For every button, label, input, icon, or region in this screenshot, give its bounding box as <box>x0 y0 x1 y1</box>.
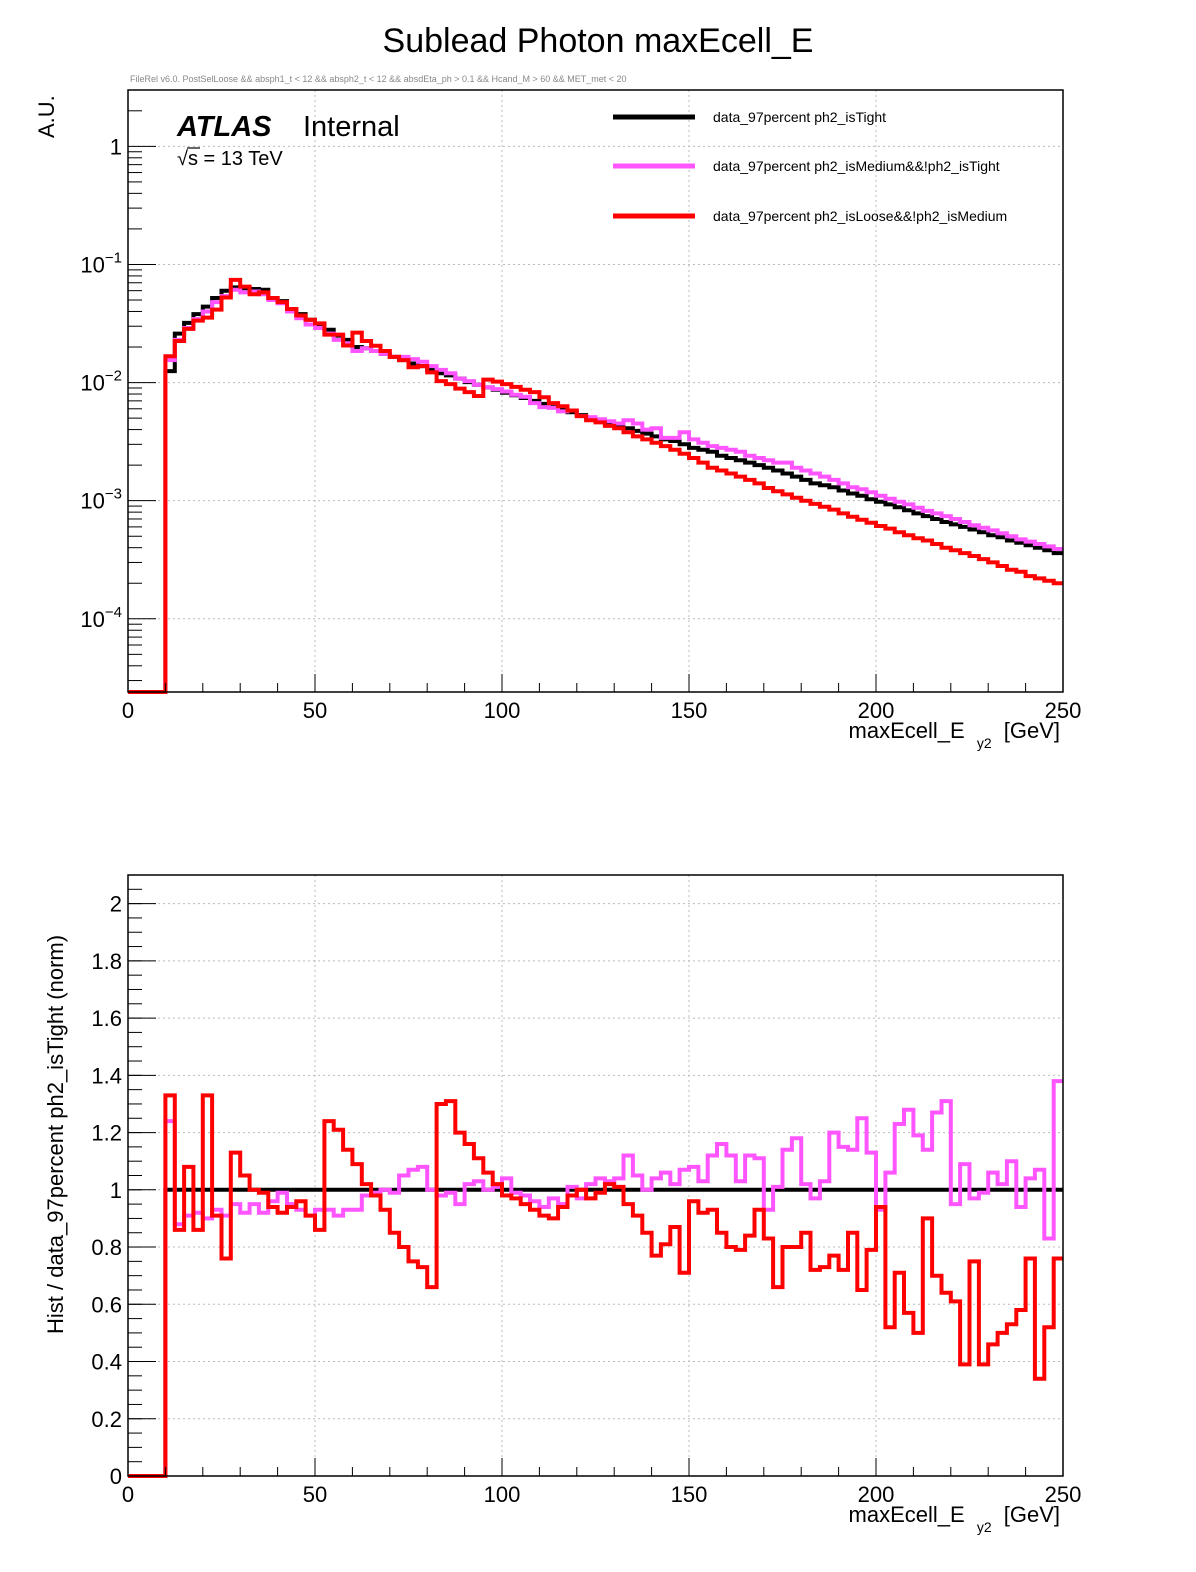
x-tick-label: 0 <box>122 698 134 723</box>
bottom-y-axis-label: Hist / data_97percent ph2_isTight (norm) <box>43 935 68 1334</box>
top-x-axis: 0 50 100 150 200 250 <box>122 674 1081 723</box>
energy-label: √s = 13 TeV <box>177 148 283 170</box>
top-y-axis: 1 10−1 10−2 10−3 10−4 <box>80 89 156 682</box>
x-tick-label: 0 <box>122 1482 134 1507</box>
x-tick-label: 100 <box>484 698 521 723</box>
top-y-axis-label: A.U. <box>34 95 59 138</box>
x-tick-label: 250 <box>1045 1482 1082 1507</box>
bottom-y-axis: 0 0.2 0.4 0.6 0.8 1 1.2 1.4 1.6 1.8 2 <box>91 888 156 1489</box>
y-tick-label: 0.2 <box>91 1407 122 1432</box>
x-tick-label: 200 <box>858 1482 895 1507</box>
top-x-axis-label: maxEcell_E y2 [GeV] <box>849 718 1060 753</box>
y-tick-label: 1 <box>110 1178 122 1203</box>
y-tick-label: 1.4 <box>91 1063 122 1088</box>
top-panel-plot: 0 50 100 150 200 250 1 10−1 10−2 10−3 10−4 A.U. m… <box>34 89 1081 753</box>
page-title: Sublead Photon maxEcell_E <box>383 22 814 60</box>
cut-string: FileRel v6.0. PostSelLoose && absph1_t <… <box>130 74 627 84</box>
y-tick-label: 1 <box>110 134 122 159</box>
top-x-axis-label-main: maxEcell_E <box>849 718 965 743</box>
top-x-axis-label-sub: y2 <box>977 735 992 751</box>
energy-text: s = 13 TeV <box>188 148 283 170</box>
top-series-line-1 <box>128 287 1063 694</box>
top-series-line-2 <box>128 277 1063 694</box>
legend: data_97percent ph2_isTight data_97percent… <box>613 109 1007 224</box>
x-tick-label: 50 <box>303 698 327 723</box>
atlas-label: ATLAS <box>176 111 272 143</box>
top-plot-frame <box>127 89 1064 693</box>
y-tick-label: 10−1 <box>80 249 122 277</box>
y-tick-label: 10−2 <box>80 368 122 396</box>
y-tick-label: 1.6 <box>91 1006 122 1031</box>
y-tick-label: 0 <box>110 1464 122 1489</box>
x-tick-label: 200 <box>858 698 895 723</box>
bot-series-line-2 <box>128 1093 1063 1478</box>
bottom-x-axis-label-sub: y2 <box>977 1519 992 1535</box>
sqrt-symbol: √ <box>177 148 188 170</box>
x-tick-label: 150 <box>671 698 708 723</box>
legend-label-0: data_97percent ph2_isTight <box>713 109 886 125</box>
bottom-x-axis-label: maxEcell_E y2 [GeV] <box>849 1502 1060 1537</box>
bottom-x-axis-label-main: maxEcell_E <box>849 1502 965 1527</box>
x-tick-label: 100 <box>484 1482 521 1507</box>
y-tick-label: 10−4 <box>80 604 122 632</box>
bottom-panel-plot: 0 50 100 150 200 250 0 0.2 0.4 0.6 0.8 1 1.2 1.4 1.6 1… <box>43 874 1081 1537</box>
bottom-x-axis-label-unit: [GeV] <box>1004 1502 1060 1527</box>
y-tick-label: 2 <box>110 892 122 917</box>
top-series-line-0 <box>128 285 1063 694</box>
x-tick-label: 250 <box>1045 698 1082 723</box>
bottom-series-group <box>128 1079 1063 1478</box>
x-tick-label: 150 <box>671 1482 708 1507</box>
bottom-x-axis: 0 50 100 150 200 250 <box>122 1458 1081 1507</box>
bot-series-line-0 <box>128 1187 1063 1478</box>
top-x-axis-label-unit: [GeV] <box>1004 718 1060 743</box>
legend-label-2: data_97percent ph2_isLoose&&!ph2_isMediu… <box>713 208 1007 224</box>
y-tick-label: 1.2 <box>91 1121 122 1146</box>
y-tick-label: 0.4 <box>91 1350 122 1375</box>
y-tick-label: 0.6 <box>91 1292 122 1317</box>
y-tick-label: 1.8 <box>91 949 122 974</box>
bottom-plot-frame <box>127 874 1064 1477</box>
bottom-gridlines <box>128 875 1063 1476</box>
atlas-status: Internal <box>303 111 400 143</box>
legend-label-1: data_97percent ph2_isMedium&&!ph2_isTigh… <box>713 158 1000 174</box>
top-series-group <box>128 277 1063 694</box>
y-tick-label: 0.8 <box>91 1235 122 1260</box>
x-tick-label: 50 <box>303 1482 327 1507</box>
top-gridlines <box>128 90 1063 692</box>
y-tick-label: 10−3 <box>80 486 122 514</box>
